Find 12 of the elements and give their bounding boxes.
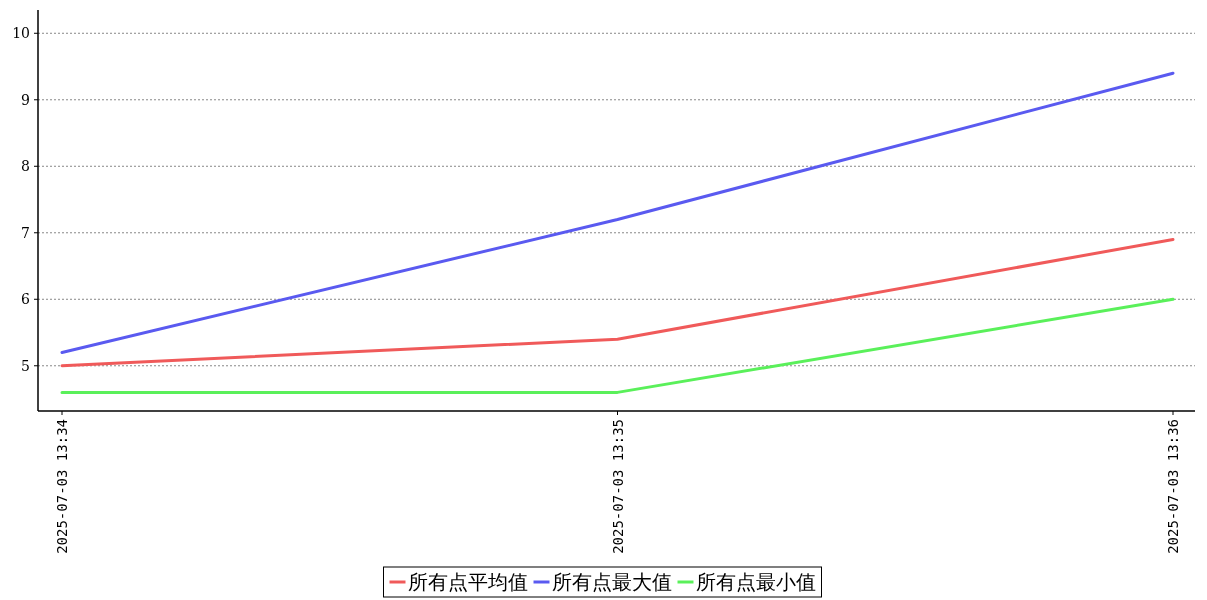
y-tick-label: 5 <box>21 357 30 374</box>
x-tick-label: 2025-07-03 13:35 <box>609 419 626 554</box>
y-tick-label: 8 <box>21 158 30 175</box>
x-tick-label: 2025-07-03 13:36 <box>1165 419 1181 554</box>
legend-label: 所有点最小值 <box>695 570 816 594</box>
legend-label: 所有点平均值 <box>407 570 528 594</box>
x-tick-label: 2025-07-03 13:34 <box>54 419 70 554</box>
y-tick-label: 6 <box>21 291 31 308</box>
y-tick-label: 7 <box>21 224 30 241</box>
y-tick-label: 10 <box>12 25 30 42</box>
y-tick-label: 9 <box>21 91 30 108</box>
legend-label: 所有点最大值 <box>551 570 672 594</box>
